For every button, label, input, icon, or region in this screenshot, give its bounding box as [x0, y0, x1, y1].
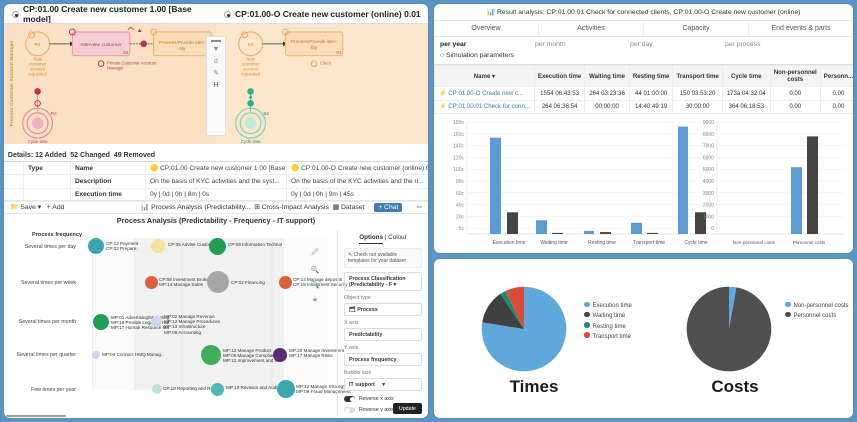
svg-text:Process/Provide iden-: Process/Provide iden- — [159, 40, 206, 46]
svg-text:84: 84 — [248, 42, 254, 48]
svg-text:2000: 2000 — [703, 203, 714, 209]
svg-text:Cycle time: Cycle time — [241, 139, 261, 144]
svg-text:8000: 8000 — [703, 132, 714, 138]
svg-text:Process/Provide iden-: Process/Provide iden- — [291, 39, 338, 45]
svg-text:3000: 3000 — [703, 191, 714, 197]
svg-text:Non-personnel costs: Non-personnel costs — [733, 240, 776, 245]
svg-text:0: 0 — [711, 226, 714, 232]
svg-text:60c: 60c — [456, 191, 465, 197]
svg-text:7000: 7000 — [703, 144, 714, 150]
svg-text:Cycle time: Cycle time — [28, 139, 48, 144]
svg-text:Client: Client — [320, 61, 332, 66]
svg-text:tity: tity — [311, 45, 318, 51]
svg-text:62: 62 — [123, 50, 128, 55]
svg-text:Cycle time: Cycle time — [684, 240, 708, 246]
svg-text:Resting time: Resting time — [588, 240, 616, 246]
svg-text:Interview customer: Interview customer — [80, 42, 122, 48]
svg-text:20c: 20c — [456, 214, 465, 220]
svg-text:160c: 160c — [453, 132, 464, 138]
svg-text:100c: 100c — [453, 167, 464, 173]
svg-text:82: 82 — [263, 111, 269, 117]
svg-text:Process Customer Account Manag: Process Customer Account Manager — [9, 40, 15, 126]
svg-text:4000: 4000 — [703, 179, 714, 185]
svg-text:Execution time: Execution time — [493, 240, 526, 246]
svg-text:Transport time: Transport time — [633, 240, 665, 246]
svg-text:5000: 5000 — [703, 167, 714, 173]
svg-text:R4: R4 — [50, 111, 57, 117]
svg-text:Personnel costs: Personnel costs — [793, 240, 826, 245]
svg-text:5c: 5c — [459, 226, 465, 232]
svg-text:1000: 1000 — [703, 214, 714, 220]
svg-text:Waiting time: Waiting time — [540, 240, 568, 246]
svg-text:requested: requested — [28, 72, 48, 77]
svg-text:R1: R1 — [34, 42, 41, 48]
svg-text:▲: ▲ — [137, 28, 143, 34]
svg-text:180c: 180c — [453, 120, 464, 126]
svg-text:requested: requested — [241, 72, 261, 77]
svg-text:80c: 80c — [456, 179, 465, 185]
svg-text:tity: tity — [179, 46, 186, 52]
svg-text:83: 83 — [336, 50, 341, 55]
svg-text:Manager: Manager — [107, 66, 124, 71]
svg-text:9000: 9000 — [703, 120, 714, 126]
svg-text:120c: 120c — [453, 155, 464, 161]
svg-text:40c: 40c — [456, 203, 465, 209]
svg-text:140c: 140c — [453, 144, 464, 150]
svg-text:6000: 6000 — [703, 155, 714, 161]
